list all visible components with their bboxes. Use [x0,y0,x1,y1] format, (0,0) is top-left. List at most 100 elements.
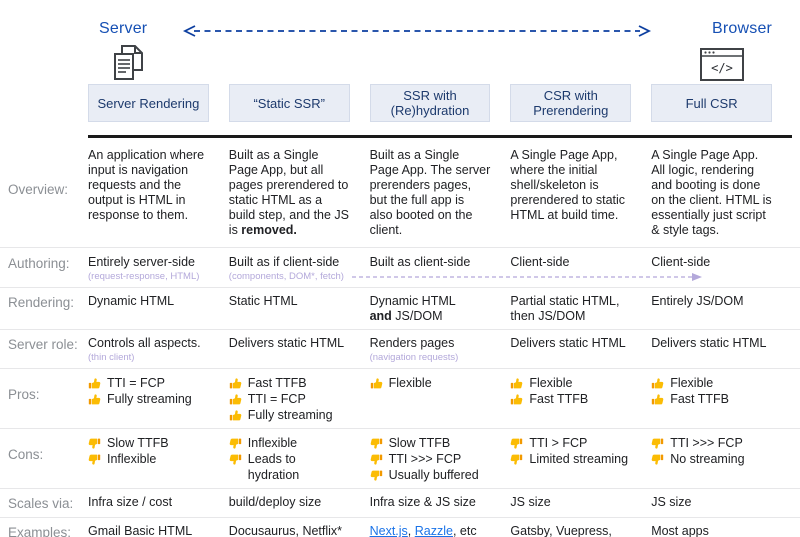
examples-static-ssr: Docusaurus, Netflix* [228,524,343,537]
server-role-text: Delivers static HTML [228,336,345,350]
thumbs-up-icon [510,377,523,390]
thumbs-down-icon [229,453,242,466]
con-item: TTI >>> FCP [651,435,772,451]
pro-text: Fast TTFB [529,392,589,406]
thumbs-up-icon [510,393,523,406]
thumbs-up-icon [370,377,383,390]
server-role-ssr-rehydration: Renders pages (navigation requests) [370,336,511,363]
con-item: TTI >>> FCP [370,451,491,467]
con-item: Inflexible [88,451,209,467]
thumbs-up-icon [651,377,664,390]
pro-text: Fully streaming [247,408,333,422]
rendering-csr-prerendering: Partial static HTML, then JS/DOM [510,294,620,323]
rendering-text: Dynamic HTML [369,294,456,308]
authoring-text: Client-side [651,255,711,269]
rendering-server-rendering: Dynamic HTML [88,294,175,308]
thumbs-up-icon [88,393,101,406]
nextjs-link[interactable]: Next.js [369,524,408,537]
server-role-static-ssr: Delivers static HTML [229,336,370,363]
row-scales-via: Scales via: Infra size / cost build/depl… [0,488,800,517]
con-text: Inflexible [107,452,157,466]
con-item: TTI > FCP [510,435,631,451]
pro-item: Fully streaming [229,407,350,423]
server-role-subtext: (navigation requests) [369,352,459,363]
server-role-server-rendering: Controls all aspects. (thin client) [88,336,229,363]
overview-ssr-rehydration: Built as a Single Page App. The server p… [369,148,491,237]
pro-item: Flexible [510,375,631,391]
thumbs-down-icon [651,453,664,466]
con-item: Slow TTFB [370,435,491,451]
thumbs-down-icon [88,437,101,450]
pros-static-ssr: Fast TTFB TTI = FCP Fully streaming [229,375,370,423]
thumbs-down-icon [510,453,523,466]
con-item: Leads to hydration [229,451,350,483]
row-cons: Cons: Slow TTFB Inflexible Inflexible Le… [0,428,800,488]
con-item: Slow TTFB [88,435,209,451]
row-label: Pros: [8,387,40,402]
thumbs-up-icon [229,377,242,390]
authoring-text: Built as client-side [369,255,471,269]
examples-ssr-rehydration: Next.js, Razzle, etc [370,524,511,537]
row-overview: Overview: An application where input is … [0,138,800,247]
thumbs-up-icon [88,377,101,390]
con-item: Limited streaming [510,451,631,467]
row-pros: Pros: TTI = FCP Fully streaming Fast TTF… [0,368,800,428]
authoring-subtext: (components, DOM*, fetch) [228,271,344,282]
con-text: TTI >>> FCP [388,452,462,466]
authoring-subtext: (request-response, HTML) [88,271,200,282]
authoring-text: Entirely server-side [88,255,195,269]
thumbs-down-icon [88,453,101,466]
pros-ssr-rehydration: Flexible [370,375,511,423]
authoring-csr-prerendering: Client-side [510,255,651,282]
row-examples: Examples: Gmail Basic HTML view, Hacker … [0,517,800,537]
examples-csr-prerendering: Gatsby, Vuepress, etc [510,524,612,537]
overview-csr-prerendering: A Single Page App, where the initial she… [510,148,626,222]
server-role-text: Delivers static HTML [651,336,767,350]
scales-static-ssr: build/deploy size [228,495,322,509]
server-browser-arrow [182,25,652,37]
row-server-role: Server role: Controls all aspects. (thin … [0,329,800,368]
server-role-text: Controls all aspects. [88,336,201,350]
authoring-text: Built as if client-side [228,255,340,269]
authoring-text: Client-side [510,255,570,269]
pro-item: Flexible [370,375,491,391]
cons-server-rendering: Slow TTFB Inflexible [88,435,229,483]
row-label: Cons: [8,447,44,462]
header-csr-prerendering: CSR with Prerendering [510,84,632,122]
examples-server-rendering: Gmail Basic HTML view, Hacker News [88,524,192,537]
overview-text: Built as a Single Page App, but all page… [228,148,350,237]
authoring-static-ssr: Built as if client-side (components, DOM*… [229,255,370,282]
pros-full-csr: Flexible Fast TTFB [651,375,792,423]
con-text: Slow TTFB [388,436,451,450]
header-ssr-rehydration: SSR with (Re)hydration [369,84,491,122]
thumbs-down-icon [370,469,383,482]
pro-item: Fast TTFB [229,375,350,391]
pros-csr-prerendering: Flexible Fast TTFB [510,375,651,423]
con-text: Limited streaming [529,452,629,466]
authoring-ssr-rehydration: Built as client-side [370,255,511,282]
browser-icon: </> [700,48,744,81]
con-item: Inflexible [229,435,350,451]
server-role-text: Delivers static HTML [510,336,626,350]
row-label: Overview: [8,182,69,197]
row-label: Scales via: [8,496,74,511]
document-icon [114,45,143,80]
razzle-link[interactable]: Razzle [414,524,453,537]
pro-text: TTI = FCP [107,376,165,390]
pros-server-rendering: TTI = FCP Fully streaming [88,375,229,423]
con-text: No streaming [670,452,745,466]
con-text: Leads to hydration [247,452,300,482]
con-text: TTI > FCP [529,436,588,450]
row-label: Server role: [8,337,78,352]
column-headers: Server Rendering “Static SSR” SSR with (… [0,84,800,122]
con-text: Slow TTFB [107,436,169,450]
row-label: Examples: [8,525,72,537]
row-rendering: Rendering: Dynamic HTML Static HTML Dyna… [0,287,800,329]
scales-csr-prerendering: JS size [510,495,551,509]
thumbs-down-icon [370,437,383,450]
con-item: Usually buffered [370,467,491,483]
server-role-subtext: (thin client) [88,352,135,363]
con-text: TTI >>> FCP [670,436,743,450]
thumbs-up-icon [651,393,664,406]
